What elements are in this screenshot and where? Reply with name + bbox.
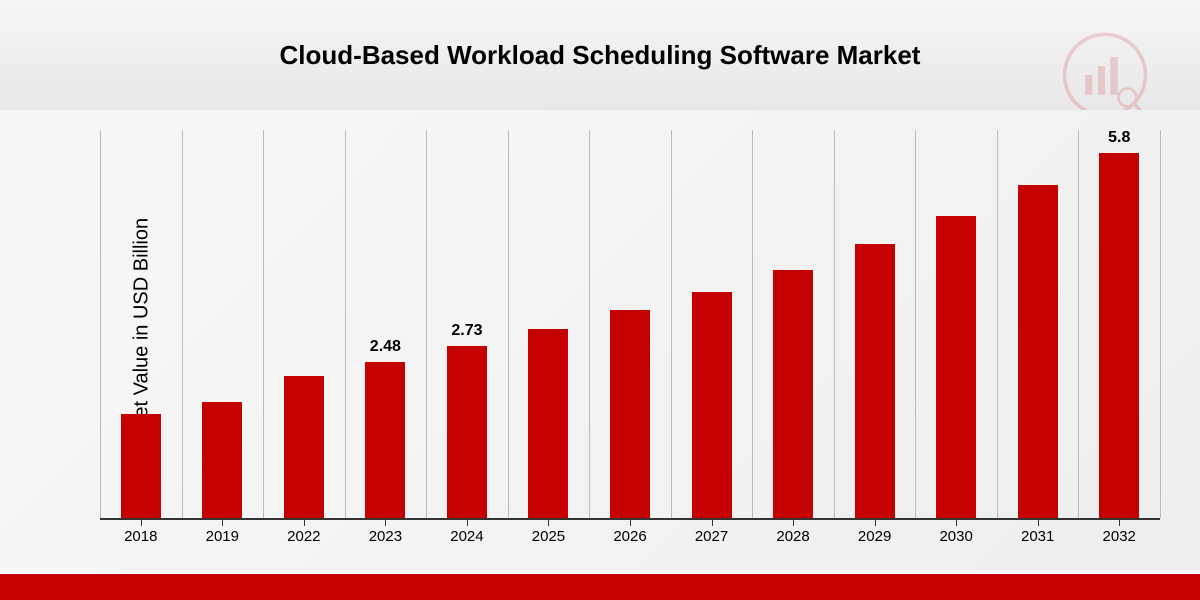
grid-line <box>834 130 835 518</box>
x-axis: 2018 2019 2022 2023 2024 2025 2026 2027 2028 2029… <box>100 520 1160 560</box>
grid-line <box>589 130 590 518</box>
x-axis-label: 2022 <box>287 528 320 545</box>
chart-title: Cloud-Based Workload Scheduling Software… <box>280 40 921 71</box>
x-axis-label: 2027 <box>695 528 728 545</box>
bar <box>610 310 650 518</box>
bar <box>855 244 895 518</box>
x-axis-label: 2024 <box>450 528 483 545</box>
grid-line <box>752 130 753 518</box>
grid-line <box>1160 130 1161 518</box>
x-axis-label: 2019 <box>206 528 239 545</box>
bar <box>692 292 732 518</box>
chart-area: Market Value in USD Billion 2.482.735.8 … <box>0 110 1200 570</box>
x-tick <box>304 520 305 526</box>
x-tick <box>956 520 957 526</box>
x-axis-label: 2031 <box>1021 528 1054 545</box>
bar <box>936 216 976 518</box>
header-region: Cloud-Based Workload Scheduling Software… <box>0 0 1200 110</box>
x-tick <box>712 520 713 526</box>
bar-value-label: 2.73 <box>451 322 482 340</box>
x-tick <box>630 520 631 526</box>
x-axis-label: 2029 <box>858 528 891 545</box>
watermark-logo <box>1060 30 1150 120</box>
grid-line <box>508 130 509 518</box>
bar-value-label: 5.8 <box>1108 129 1130 147</box>
x-tick <box>385 520 386 526</box>
grid-line <box>1078 130 1079 518</box>
bar <box>1018 185 1058 518</box>
bar <box>202 402 242 518</box>
x-axis-label: 2030 <box>939 528 972 545</box>
x-tick <box>875 520 876 526</box>
grid-line <box>671 130 672 518</box>
x-tick <box>222 520 223 526</box>
plot-area: 2.48 2.73 5.8 <box>100 130 1160 520</box>
grid-line <box>997 130 998 518</box>
x-axis-label: 2026 <box>613 528 646 545</box>
x-tick <box>467 520 468 526</box>
x-tick <box>1119 520 1120 526</box>
x-tick <box>1038 520 1039 526</box>
footer-bar <box>0 570 1200 600</box>
grid-line <box>263 130 264 518</box>
bar <box>773 270 813 518</box>
x-axis-label: 2025 <box>532 528 565 545</box>
grid-line <box>100 130 101 518</box>
grid-line <box>182 130 183 518</box>
bar <box>365 362 405 518</box>
x-axis-label: 2032 <box>1103 528 1136 545</box>
grid-line <box>345 130 346 518</box>
bar <box>1099 153 1139 518</box>
grid-line <box>426 130 427 518</box>
bar-value-label: 2.48 <box>370 338 401 356</box>
bar <box>121 414 161 518</box>
x-tick <box>793 520 794 526</box>
x-tick <box>548 520 549 526</box>
grid-line <box>915 130 916 518</box>
x-tick <box>141 520 142 526</box>
bar <box>528 329 568 518</box>
bar <box>447 346 487 518</box>
x-axis-label: 2028 <box>776 528 809 545</box>
x-axis-label: 2018 <box>124 528 157 545</box>
bar <box>284 376 324 518</box>
x-axis-label: 2023 <box>369 528 402 545</box>
